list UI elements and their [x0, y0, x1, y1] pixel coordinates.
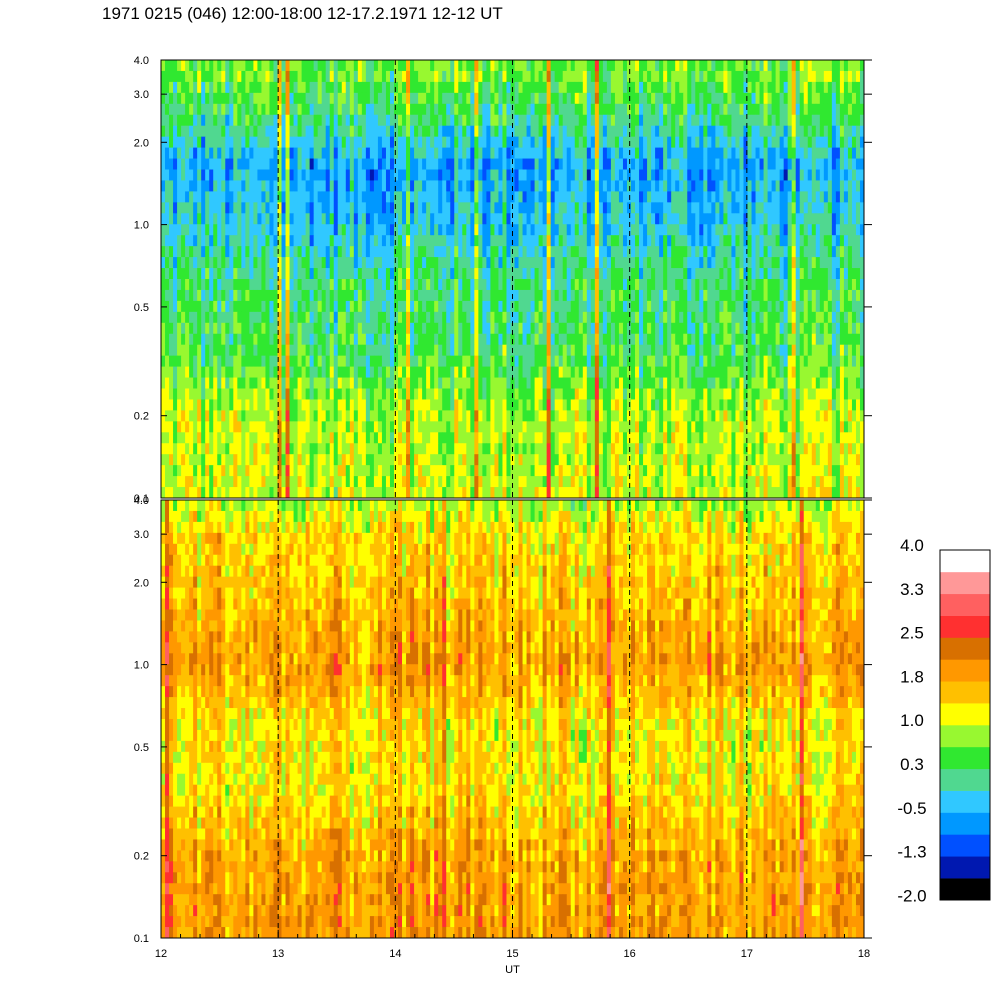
- x-tick-label: 13: [272, 948, 284, 960]
- colorbar-label: 2.5: [900, 624, 924, 643]
- colorbar-swatch: [940, 834, 990, 857]
- colorbar-swatch: [940, 768, 990, 791]
- spectrogram-panel-2: 4.0 3.0 2.0 1.0 0.5 0.2 0.1: [134, 495, 872, 945]
- y-tick-label: 4.0: [134, 495, 149, 507]
- x-tick-label: 12: [155, 948, 167, 960]
- colorbar-label: 4.0: [900, 536, 924, 555]
- x-tick-label: 14: [389, 948, 401, 960]
- colorbar-swatch: [940, 856, 990, 879]
- colorbar-swatch: [940, 637, 990, 660]
- y-tick-label: 2.0: [134, 137, 149, 149]
- colorbar-swatch: [940, 878, 990, 901]
- y-tick-label: 3.0: [134, 529, 149, 541]
- colorbar-swatch: [940, 593, 990, 616]
- y-tick-label: 3.0: [134, 89, 149, 101]
- colorbar-swatch: [940, 812, 990, 835]
- x-tick-label: 16: [624, 948, 636, 960]
- colorbar-label: -1.3: [897, 843, 926, 862]
- x-tick-label: 15: [506, 948, 518, 960]
- colorbar-swatch: [940, 790, 990, 813]
- x-axis-title: UT: [505, 964, 520, 976]
- y-tick-label: 4.0: [134, 55, 149, 67]
- colorbar-label: -0.5: [897, 799, 926, 818]
- y-tick-label: 0.2: [134, 411, 149, 423]
- y-tick-label: 0.1: [134, 933, 149, 945]
- colorbar-swatch: [940, 703, 990, 726]
- colorbar-label: 3.3: [900, 580, 924, 599]
- x-tick-label: 18: [858, 948, 870, 960]
- y-tick-label: 0.5: [134, 742, 149, 754]
- spectrogram-panel-1: 4.0 3.0 2.0 1.0 0.5 0.2 0.1: [134, 55, 872, 505]
- colorbar-swatch: [940, 681, 990, 704]
- colorbar-frame: [939, 549, 991, 901]
- colorbar-swatch: [940, 615, 990, 638]
- colorbar-label: 1.0: [900, 711, 924, 730]
- chart-title: 1971 0215 (046) 12:00-18:00 12-17.2.1971…: [102, 4, 503, 23]
- colorbar: 4.0 3.3 2.5 1.8 1.0 0.3 -0.5 -1.3 -2.0: [897, 536, 991, 905]
- x-axis: 12 13 14 15 16 17 18 UT: [155, 930, 870, 976]
- y-tick-label: 0.2: [134, 851, 149, 863]
- y-tick-label: 2.0: [134, 577, 149, 589]
- colorbar-swatch: [940, 571, 990, 595]
- y-tick-label: 1.0: [134, 660, 149, 672]
- x-tick-label: 17: [741, 948, 753, 960]
- panel-frame: [160, 59, 865, 499]
- y-tick-label: 0.5: [134, 302, 149, 314]
- y-tick-label: 0.1: [134, 493, 149, 505]
- colorbar-label: 1.8: [900, 667, 924, 686]
- colorbar-swatch: [940, 550, 990, 573]
- colorbar-label: 0.3: [900, 755, 924, 774]
- colorbar-swatch: [940, 746, 990, 770]
- colorbar-label: -2.0: [897, 886, 926, 905]
- y-tick-label: 1.0: [134, 220, 149, 232]
- colorbar-swatch: [940, 659, 990, 682]
- colorbar-swatch: [940, 725, 990, 748]
